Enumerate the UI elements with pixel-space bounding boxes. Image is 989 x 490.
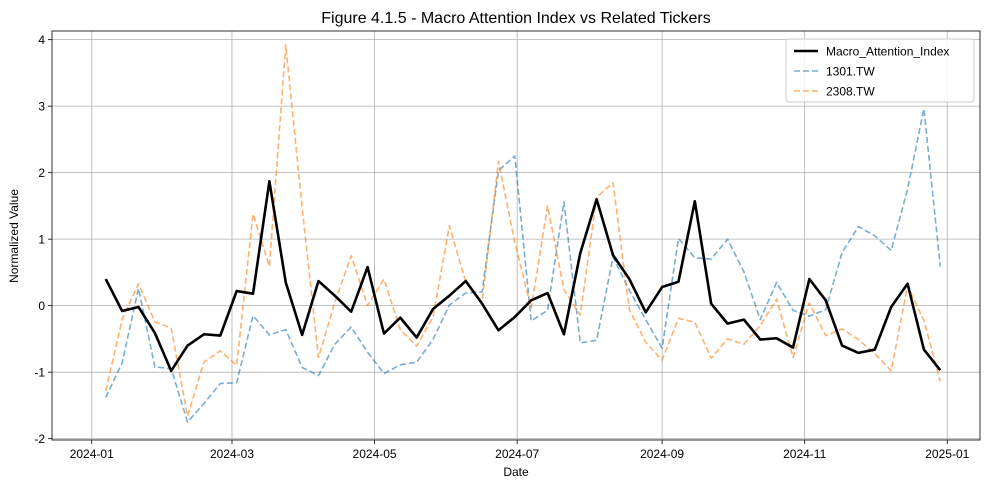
legend-box xyxy=(785,38,975,103)
x-tick-label: 2024-05 xyxy=(353,447,397,461)
y-tick-label: 1 xyxy=(38,233,45,247)
y-axis-label: Normalized Value xyxy=(7,189,21,283)
chart-title: Figure 4.1.5 - Macro Attention Index vs … xyxy=(321,10,711,27)
x-tick-label: 2024-01 xyxy=(70,447,114,461)
legend-label-2308-tw: 2308.TW xyxy=(826,85,875,99)
y-tick-label: 2 xyxy=(38,166,45,180)
y-tick-label: -1 xyxy=(34,366,45,380)
legend-label-1301-tw: 1301.TW xyxy=(826,65,875,79)
y-tick-label: -2 xyxy=(34,432,45,446)
legend-label-macro-attention-index: Macro_Attention_Index xyxy=(826,45,949,59)
y-tick-label: 0 xyxy=(38,299,45,313)
x-tick-label: 2024-07 xyxy=(495,447,539,461)
legend: Macro_Attention_Index 1301.TW 2308.TW xyxy=(785,38,975,103)
x-axis-label: Date xyxy=(503,465,529,479)
x-tick-label: 2024-11 xyxy=(783,447,826,461)
grid xyxy=(52,31,980,440)
plot-frame xyxy=(51,30,981,441)
y-tick-label: 4 xyxy=(38,33,45,47)
series-line-macro-attention-index xyxy=(104,180,942,373)
x-tick-label: 2025-01 xyxy=(925,447,969,461)
axis-ticks: 2024-01 2024-03 2024-05 2024-07 2024-09 2024-… xyxy=(34,33,969,461)
x-tick-label: 2024-09 xyxy=(640,447,684,461)
y-tick-label: 3 xyxy=(38,100,45,114)
series-lines xyxy=(104,44,942,423)
x-tick-label: 2024-03 xyxy=(210,447,254,461)
series-line-2308-tw xyxy=(104,44,942,417)
